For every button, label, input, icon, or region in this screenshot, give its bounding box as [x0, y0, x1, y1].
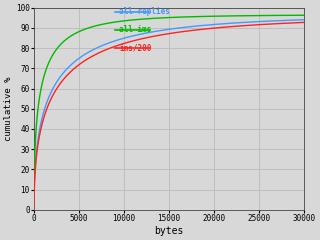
Text: all replies: all replies: [119, 7, 170, 16]
Y-axis label: cumulative %: cumulative %: [4, 77, 13, 141]
Text: all ims: all ims: [119, 25, 151, 34]
Text: ims/200: ims/200: [119, 44, 151, 53]
X-axis label: bytes: bytes: [155, 226, 184, 236]
